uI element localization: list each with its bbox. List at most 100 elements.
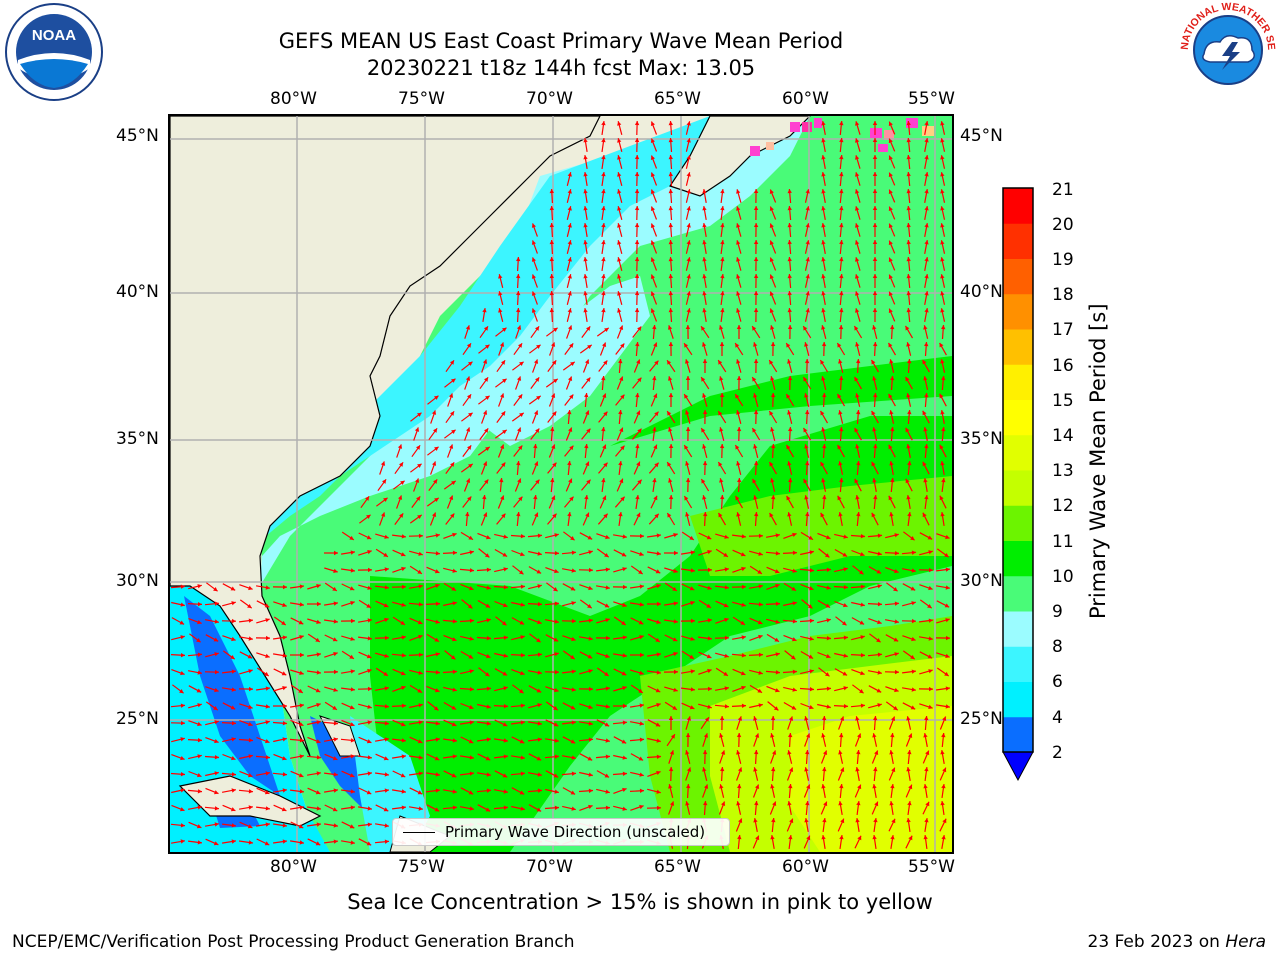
wave-arrow-head xyxy=(588,704,593,709)
wave-arrow-head xyxy=(822,495,827,500)
wave-arrow-head xyxy=(567,257,572,262)
wave-arrow-head xyxy=(769,360,774,365)
wave-arrow-head xyxy=(467,394,472,399)
wave-arrow-head xyxy=(769,274,774,279)
wave-arrow-head xyxy=(214,739,219,744)
wave-arrow-head xyxy=(740,552,746,557)
wave-arrow-head xyxy=(753,223,759,227)
wave-arrow-head xyxy=(787,274,792,279)
wave-arrow-head xyxy=(803,478,808,484)
wave-arrow-head xyxy=(877,584,882,589)
wave-arrow-head xyxy=(707,686,712,692)
wave-arrow-head xyxy=(654,462,659,468)
wave-arrow-head xyxy=(520,771,525,776)
legend-line-sample xyxy=(403,832,435,833)
wave-arrow-head xyxy=(502,621,507,626)
wave-arrow-head xyxy=(803,326,808,331)
wave-arrow-head xyxy=(905,325,910,331)
colorbar-band xyxy=(1003,188,1033,224)
wave-arrow-head xyxy=(601,172,606,177)
wave-arrow-head xyxy=(465,325,470,330)
lon-bottom-label: 70°W xyxy=(526,857,573,877)
wave-arrow-head xyxy=(583,291,588,296)
wave-arrow-head xyxy=(534,359,539,364)
wave-arrow-head xyxy=(684,343,689,348)
wave-arrow-head xyxy=(583,172,588,177)
wave-arrow-head xyxy=(906,155,911,160)
wave-arrow-head xyxy=(553,706,558,711)
wave-arrow-head xyxy=(706,603,711,608)
wave-arrow-head xyxy=(485,672,490,677)
colorbar-tick: 20 xyxy=(1052,215,1074,235)
wave-arrow-head xyxy=(553,327,558,332)
wave-arrow-head xyxy=(282,686,287,691)
wave-arrow-head xyxy=(670,734,675,739)
wave-arrow-head xyxy=(707,585,712,590)
wave-arrow-head xyxy=(520,584,525,589)
wave-arrow-head xyxy=(536,638,541,643)
wave-arrow-head xyxy=(753,240,759,244)
wave-arrow-head xyxy=(804,767,809,772)
wave-arrow-head xyxy=(856,359,861,364)
wave-arrow-head xyxy=(549,206,554,211)
colorbar-band xyxy=(1003,646,1033,682)
wave-arrow-head xyxy=(366,514,371,519)
wave-arrow-head xyxy=(792,568,797,573)
wave-arrow-head xyxy=(401,534,406,539)
wave-arrow-head xyxy=(401,703,406,708)
wave-arrow-head xyxy=(855,206,860,211)
wave-arrow-head xyxy=(702,257,707,262)
wave-arrow-head xyxy=(736,206,741,211)
wave-arrow-head xyxy=(840,716,845,721)
wave-arrow-head xyxy=(571,636,576,642)
wave-arrow-head xyxy=(928,550,933,555)
wave-arrow-head xyxy=(654,513,659,519)
wave-arrow-head xyxy=(231,618,236,624)
wave-arrow-head xyxy=(384,635,389,641)
wave-arrow-head xyxy=(583,206,588,211)
wave-arrow-head xyxy=(668,325,673,330)
wave-arrow-head xyxy=(636,359,641,364)
wave-arrow-head xyxy=(180,720,185,726)
wave-arrow-head xyxy=(570,536,575,541)
wave-arrow-head xyxy=(787,376,793,381)
wave-arrow-head xyxy=(786,495,791,501)
wave-arrow-head xyxy=(741,584,746,590)
legend-label: Primary Wave Direction (unscaled) xyxy=(445,823,706,841)
wave-arrow-head xyxy=(401,789,406,794)
wave-arrow-head xyxy=(435,601,440,606)
wave-arrow-head xyxy=(401,602,406,607)
wave-arrow-head xyxy=(839,223,844,228)
wave-arrow-head xyxy=(617,121,622,126)
wave-arrow-head xyxy=(656,584,661,589)
wave-arrow-head xyxy=(788,733,793,738)
wave-arrow-head xyxy=(368,567,372,573)
wave-arrow-head xyxy=(617,138,622,143)
wave-arrow-head xyxy=(890,325,895,330)
wave-arrow-head xyxy=(704,717,709,722)
wave-arrow-head xyxy=(753,410,759,415)
colorbar-band xyxy=(1003,293,1033,330)
lat-right-label: 35°N xyxy=(960,429,1003,449)
wave-arrow-head xyxy=(533,495,538,500)
credit-date: 23 Feb 2023 on xyxy=(1087,932,1226,952)
wave-arrow-head xyxy=(855,444,860,449)
wave-arrow-head xyxy=(554,687,559,693)
wave-arrow-head xyxy=(639,584,644,589)
wave-arrow-head xyxy=(650,308,655,313)
wave-arrow-head xyxy=(871,461,876,467)
wave-arrow-head xyxy=(467,445,472,450)
wave-arrow-head xyxy=(350,636,355,641)
wave-arrow-head xyxy=(668,223,673,228)
wave-arrow-head xyxy=(702,393,707,398)
wave-arrow-head xyxy=(837,495,842,501)
wave-arrow-head xyxy=(588,737,593,742)
wave-arrow-head xyxy=(281,671,287,676)
colorbar-band xyxy=(1003,434,1033,471)
wave-arrow-head xyxy=(736,257,741,262)
wave-arrow-head xyxy=(650,138,655,143)
wave-arrow-head xyxy=(855,495,860,500)
wave-arrow-head xyxy=(656,703,661,708)
wave-arrow-head xyxy=(837,343,842,348)
colorbar-band xyxy=(1003,575,1033,612)
